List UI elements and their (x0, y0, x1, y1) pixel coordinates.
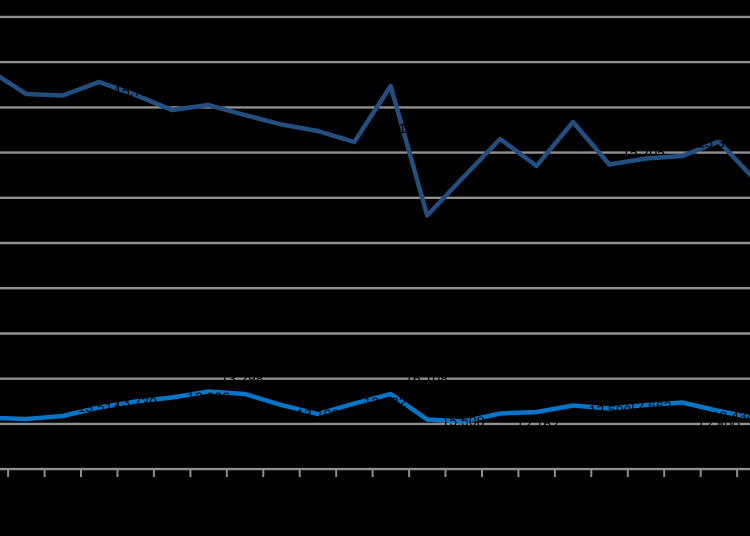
svg-text:13.514: 13.514 (78, 399, 121, 415)
svg-text:16.108: 16.108 (399, 120, 442, 136)
svg-text:12.662: 12.662 (629, 398, 672, 414)
svg-text:12.590: 12.590 (589, 402, 632, 418)
svg-text:16.108: 16.108 (405, 371, 448, 387)
svg-text:15.306: 15.306 (697, 135, 740, 151)
svg-text:12.434: 12.434 (712, 408, 750, 424)
svg-text:13.906: 13.906 (187, 389, 230, 405)
svg-text:15.722: 15.722 (114, 83, 157, 99)
svg-text:12.162: 12.162 (516, 416, 559, 432)
svg-text:12.800: 12.800 (697, 416, 740, 432)
svg-text:15.508: 15.508 (442, 413, 485, 429)
svg-text:13.922: 13.922 (364, 394, 407, 410)
svg-text:13.298: 13.298 (221, 371, 264, 387)
svg-text:13.739: 13.739 (114, 394, 157, 410)
svg-text:13.100: 13.100 (296, 406, 339, 422)
